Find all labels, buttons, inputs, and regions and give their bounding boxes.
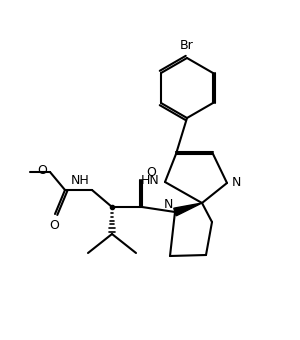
Polygon shape [174, 203, 202, 216]
Text: N: N [232, 176, 242, 189]
Text: HN: HN [141, 174, 160, 187]
Text: O: O [146, 166, 156, 179]
Text: O: O [37, 164, 47, 176]
Text: N: N [164, 198, 173, 211]
Text: O: O [49, 219, 59, 232]
Text: Br: Br [180, 39, 194, 52]
Text: NH: NH [70, 174, 89, 187]
